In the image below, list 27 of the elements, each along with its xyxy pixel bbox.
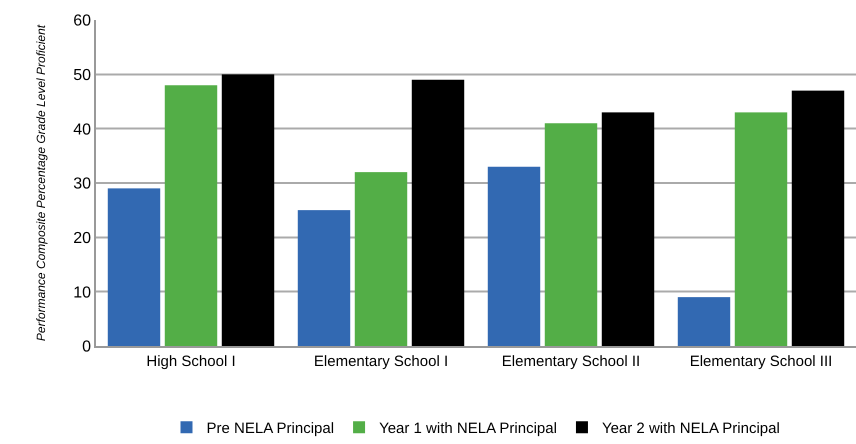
legend-label: Year 1 with NELA Principal	[379, 420, 557, 438]
bar	[734, 112, 788, 346]
bar	[354, 172, 408, 346]
bar	[602, 112, 654, 346]
x-tick-label: High School I	[146, 353, 236, 370]
bar	[544, 123, 598, 346]
x-tick-label: Elementary School II	[502, 353, 640, 370]
bar	[222, 74, 274, 346]
bar	[164, 85, 218, 346]
y-tick-label: 30	[73, 176, 92, 193]
y-tick-label: 60	[73, 12, 92, 30]
legend-label: Pre NELA Principal	[206, 420, 334, 438]
bar	[488, 166, 540, 346]
legend-label: Year 2 with NELA Principal	[602, 420, 780, 438]
bar	[792, 90, 844, 346]
bar	[678, 297, 730, 346]
y-tick-label: 50	[73, 66, 92, 84]
y-tick-label: 40	[73, 121, 92, 138]
bar	[412, 80, 464, 346]
y-axis-title: Performance Composite Percentage Grade Level Proficient	[34, 24, 48, 342]
x-tick-label: Elementary School III	[690, 353, 832, 370]
bar	[298, 210, 350, 346]
bar	[108, 188, 160, 346]
y-tick-label: 10	[73, 284, 92, 302]
x-tick-label: Elementary School I	[314, 353, 448, 370]
y-tick-label: 0	[82, 338, 92, 356]
y-tick-label: 20	[73, 230, 92, 247]
